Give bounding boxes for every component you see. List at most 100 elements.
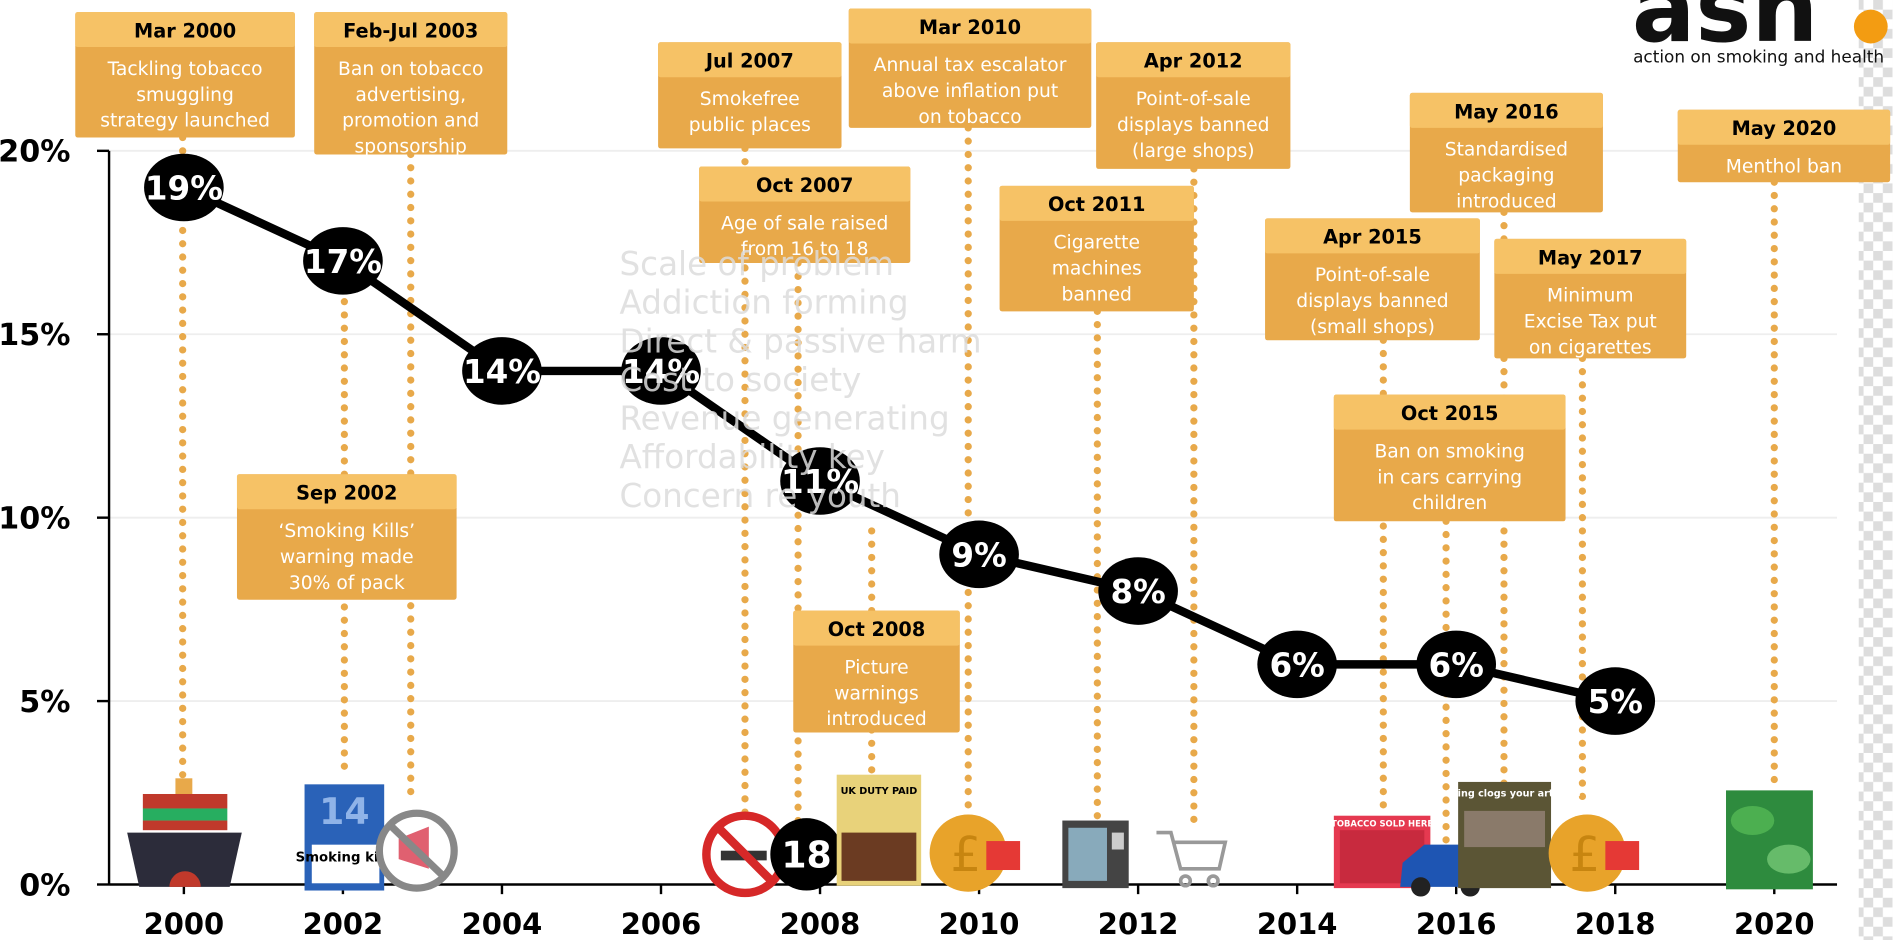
annotation-text: Smokefree: [700, 89, 800, 110]
overlay-text: Affordability key: [619, 438, 884, 476]
x-tick-label: 2006: [621, 907, 702, 940]
annotation-text: Tackling tobacco: [107, 59, 263, 80]
age-badge-text: 18: [781, 834, 831, 877]
overlay-text: Cost to society: [619, 361, 861, 399]
annotation-date: Apr 2012: [1144, 50, 1243, 73]
annotation-date: Apr 2015: [1323, 226, 1422, 249]
svg-text:£: £: [950, 827, 981, 883]
y-tick-label: 0%: [19, 868, 70, 903]
x-tick-label: 2000: [144, 907, 225, 940]
x-tick-label: 2010: [939, 907, 1020, 940]
x-tick-label: 2012: [1098, 907, 1179, 940]
logo-dot: [1854, 10, 1888, 44]
annotation-text: Point-of-sale: [1315, 265, 1430, 286]
annotation-date: Feb-Jul 2003: [343, 19, 478, 42]
cart-icon: [1156, 833, 1225, 886]
annotation-text: in cars carrying: [1377, 467, 1522, 488]
data-label: 6%: [1429, 646, 1484, 684]
annotation-text: banned: [1062, 284, 1132, 305]
annotation-date: Sep 2002: [296, 482, 397, 505]
data-label: 9%: [951, 536, 1006, 574]
y-tick-label: 10%: [0, 502, 70, 537]
pack-2016-text: Smoking clogs your arteries: [1428, 788, 1581, 799]
annotation-text: Annual tax escalator: [874, 55, 1067, 76]
annotation-text: sponsorship: [355, 137, 467, 158]
annotation-date: Oct 2015: [1401, 402, 1499, 425]
annotation-text: on tobacco: [918, 107, 1021, 128]
annotation-date: May 2016: [1454, 100, 1559, 123]
annotation-date: Oct 2007: [756, 174, 854, 197]
svg-text:14: 14: [319, 790, 369, 833]
page: {"chart_data":{"type":"line", "x":[2000,…: [0, 0, 1893, 940]
annotation-date: Oct 2011: [1048, 193, 1146, 216]
annotation-date: Mar 2010: [919, 16, 1021, 39]
pack-2008-icon: UK DUTY PAID: [837, 775, 921, 886]
annotation-text: displays banned: [1117, 115, 1269, 136]
chart: 0%5%10%15%20%200020022004200620082010201…: [0, 0, 1893, 940]
data-label: 5%: [1588, 683, 1643, 721]
annotation-date: Mar 2000: [134, 19, 236, 42]
annotation-text: Ban on smoking: [1374, 441, 1524, 462]
mint-icon: [1726, 790, 1813, 889]
annotation-date: May 2020: [1732, 117, 1837, 140]
annotation-date: May 2017: [1538, 246, 1643, 269]
annotation-text: above inflation put: [882, 81, 1058, 102]
x-tick-label: 2008: [780, 907, 861, 940]
annotation-text: Point-of-sale: [1136, 89, 1251, 110]
annotation-text: introduced: [1456, 192, 1556, 213]
annotation-text: Minimum: [1547, 286, 1634, 307]
annotation-text: promotion and: [342, 111, 479, 132]
annotation-text: machines: [1052, 259, 1142, 280]
overlay-text: Concern re youth: [619, 477, 900, 515]
vending-icon: [1062, 821, 1128, 889]
data-label: 17%: [304, 243, 382, 281]
overlay-text: Addiction forming: [619, 284, 908, 322]
no-advert-icon: [379, 813, 454, 888]
annotation-text: smuggling: [136, 85, 234, 106]
logo: ash action on smoking and health: [1632, 0, 1888, 67]
annotation-text: Excise Tax put: [1524, 312, 1657, 333]
x-tick-label: 2014: [1257, 907, 1338, 940]
annotation-text: Cigarette: [1053, 233, 1139, 254]
annotation-text: Ban on tobacco: [338, 59, 483, 80]
data-label: 14%: [463, 353, 541, 391]
x-tick-label: 2002: [303, 907, 384, 940]
annotation-text: displays banned: [1296, 291, 1448, 312]
annotation-text: strategy launched: [100, 111, 270, 132]
annotation-date: Oct 2008: [828, 618, 926, 641]
annotation-text: advertising,: [355, 85, 466, 106]
annotation-text: (small shops): [1310, 317, 1435, 338]
annotation-text: packaging: [1458, 166, 1554, 187]
overlay-text: Revenue generating: [619, 400, 949, 438]
annotation-text: 30% of pack: [289, 573, 405, 594]
annotation-text: on cigarettes: [1529, 338, 1652, 359]
x-tick-label: 2004: [462, 907, 543, 940]
annotation-text: Picture: [844, 657, 908, 678]
annotation-date: Jul 2007: [704, 50, 794, 73]
annotation-text: Standardised: [1445, 140, 1568, 161]
annotation-text: Menthol ban: [1726, 157, 1842, 178]
shop-sign-text: TOBACCO SOLD HERE: [1331, 819, 1433, 829]
coin-2018-icon: £: [1549, 815, 1640, 892]
y-tick-label: 5%: [19, 685, 70, 720]
overlay-text: Scale of problem: [619, 245, 894, 283]
svg-text:£: £: [1569, 827, 1600, 883]
annotation-text: (large shops): [1132, 141, 1255, 162]
y-tick-label: 15%: [0, 318, 70, 353]
data-label: 19%: [145, 170, 223, 208]
data-label: 6%: [1270, 646, 1325, 684]
logo-tagline: action on smoking and health: [1633, 47, 1884, 67]
overlay-text: Direct & passive harm: [619, 322, 981, 360]
annotation-text: public places: [689, 115, 811, 136]
annotation-text: Age of sale raised: [721, 213, 888, 234]
annotation-text: introduced: [826, 709, 926, 730]
coin-2010-icon: £: [930, 815, 1021, 892]
duty-text: UK DUTY PAID: [841, 786, 918, 797]
annotation-text: warnings: [834, 683, 919, 704]
x-tick-label: 2016: [1416, 907, 1497, 940]
age-badge: 18: [770, 818, 842, 890]
annotation-text: children: [1412, 493, 1487, 514]
annotation-text: warning made: [280, 547, 414, 568]
x-tick-label: 2020: [1734, 907, 1815, 940]
data-label: 8%: [1110, 573, 1165, 611]
